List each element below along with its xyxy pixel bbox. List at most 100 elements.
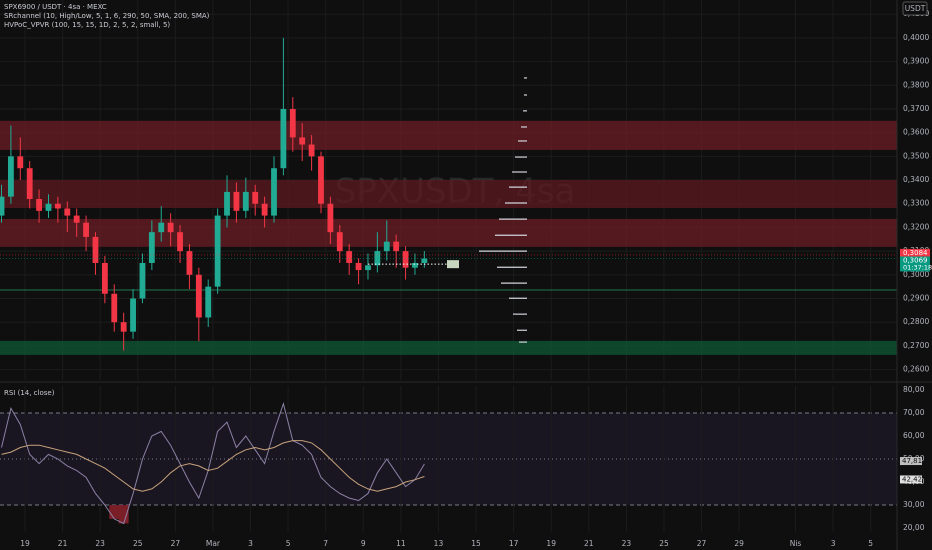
- candle-body: [299, 137, 306, 145]
- currency-box[interactable]: [902, 1, 928, 16]
- candle-body: [177, 232, 183, 252]
- end-label-box: [900, 457, 922, 466]
- y-tick-label: 60,00: [903, 431, 925, 440]
- candle-body: [336, 232, 343, 252]
- end-label: 42,42: [902, 475, 922, 483]
- candle-body: [327, 203, 334, 233]
- y-tick-label: 0,3300: [903, 199, 929, 208]
- candle-body: [412, 262, 418, 268]
- candle-body: [26, 168, 33, 200]
- zone: [0, 218, 897, 247]
- x-tick-label: 7: [323, 539, 328, 548]
- candle-body: [224, 191, 230, 216]
- oversold-fill: [109, 505, 120, 519]
- candle-body: [402, 251, 409, 268]
- y-tick-label: 70,00: [903, 408, 925, 417]
- y-tick-label: 0,2600: [903, 365, 929, 374]
- x-tick-label: 17: [509, 539, 519, 548]
- x-tick-label: Nis: [790, 539, 802, 548]
- candle-body: [111, 293, 118, 323]
- x-tick-label: 25: [659, 539, 669, 548]
- candle-body: [205, 286, 212, 318]
- y-tick-label: 0,3700: [903, 104, 929, 113]
- poc-marker: [447, 260, 459, 269]
- x-tick-label: 23: [95, 539, 105, 548]
- price-label-box: [900, 256, 930, 272]
- candle-body: [308, 144, 315, 157]
- candle-body: [7, 156, 14, 197]
- x-tick-label: Mar: [206, 539, 221, 548]
- x-tick-label: 25: [133, 539, 143, 548]
- x-tick-label: 29: [734, 539, 744, 548]
- y-tick-label: 20,00: [903, 523, 925, 532]
- end-label: 47,81: [902, 457, 922, 465]
- y-tick-label: 0,2900: [903, 294, 929, 303]
- indicator-label: SRchannel (10, High/Low, 5, 1, 6, 290, 5…: [4, 12, 210, 20]
- end-label-box: [900, 475, 922, 484]
- candle-body: [130, 298, 136, 332]
- candle-body: [17, 156, 24, 169]
- y-tick-label: 0,4000: [903, 33, 929, 42]
- candle-body: [393, 241, 400, 252]
- candle-body: [289, 108, 296, 138]
- price-label: 0,3084: [903, 249, 928, 257]
- y-tick-label: 0,3400: [903, 175, 929, 184]
- price-label: 0,3069: [903, 256, 928, 264]
- currency[interactable]: USDT: [905, 4, 926, 13]
- countdown: 01:37:18: [903, 263, 932, 271]
- candle-body: [0, 196, 5, 216]
- y-tick-label: 0,3900: [903, 57, 929, 66]
- y-tick-label: 30,00: [903, 500, 925, 509]
- chart-title: SPX6900 / USDT · 4sa · MEXC: [4, 3, 107, 11]
- indicator-label: HVPoC_VPVR (100, 15, 15, 1D, 2, 5, 2, sm…: [4, 21, 170, 29]
- rsi-line: [1, 401, 425, 525]
- candle-body: [64, 208, 71, 216]
- x-tick-label: 13: [434, 539, 444, 548]
- candle-body: [252, 191, 259, 204]
- x-tick-label: 5: [868, 539, 873, 548]
- x-tick-label: 23: [622, 539, 632, 548]
- candle-body: [355, 262, 362, 271]
- oversold-fill: [118, 505, 129, 524]
- zone: [0, 340, 897, 355]
- x-tick-label: 21: [584, 539, 594, 548]
- x-tick-label: 11: [396, 539, 406, 548]
- y-tick-label: 0,3600: [903, 128, 929, 137]
- y-tick-label: 0,3000: [903, 270, 929, 279]
- candle-body: [158, 222, 165, 233]
- candle-body: [36, 199, 43, 211]
- candle-body: [374, 251, 381, 266]
- candle-body: [120, 322, 127, 332]
- candle-body: [73, 215, 80, 223]
- x-tick-label: 27: [697, 539, 707, 548]
- x-tick-label: 21: [58, 539, 68, 548]
- candle-body: [214, 215, 221, 287]
- x-tick-label: 3: [831, 539, 836, 548]
- candle-body: [195, 274, 202, 318]
- candle-body: [92, 236, 99, 263]
- rsi-title: RSI (14, close): [4, 389, 55, 397]
- x-tick-label: 19: [20, 539, 30, 548]
- x-tick-label: 3: [248, 539, 253, 548]
- candle-body: [346, 251, 353, 263]
- candle-body: [233, 191, 240, 211]
- y-tick-label: 0,3200: [903, 222, 929, 231]
- candle-body: [261, 203, 268, 216]
- candle-body: [45, 203, 52, 211]
- x-tick-label: 15: [471, 539, 481, 548]
- price-label-box: [900, 248, 930, 257]
- candle-body: [271, 168, 277, 216]
- y-tick-label: 0,2700: [903, 341, 929, 350]
- y-tick-label: 0,3500: [903, 151, 929, 160]
- candle-body: [83, 222, 89, 237]
- zone: [0, 180, 897, 209]
- candle-body: [318, 156, 324, 204]
- candle-body: [365, 265, 371, 271]
- candle-body: [383, 241, 390, 252]
- y-tick-label: 0,2800: [903, 317, 929, 326]
- candle-body: [148, 232, 155, 263]
- candle-body: [280, 108, 287, 169]
- candle-body: [54, 203, 61, 209]
